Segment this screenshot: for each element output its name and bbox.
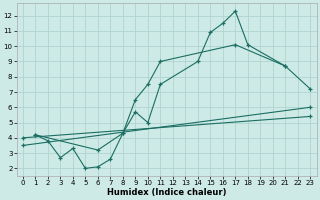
X-axis label: Humidex (Indice chaleur): Humidex (Indice chaleur) — [107, 188, 226, 197]
